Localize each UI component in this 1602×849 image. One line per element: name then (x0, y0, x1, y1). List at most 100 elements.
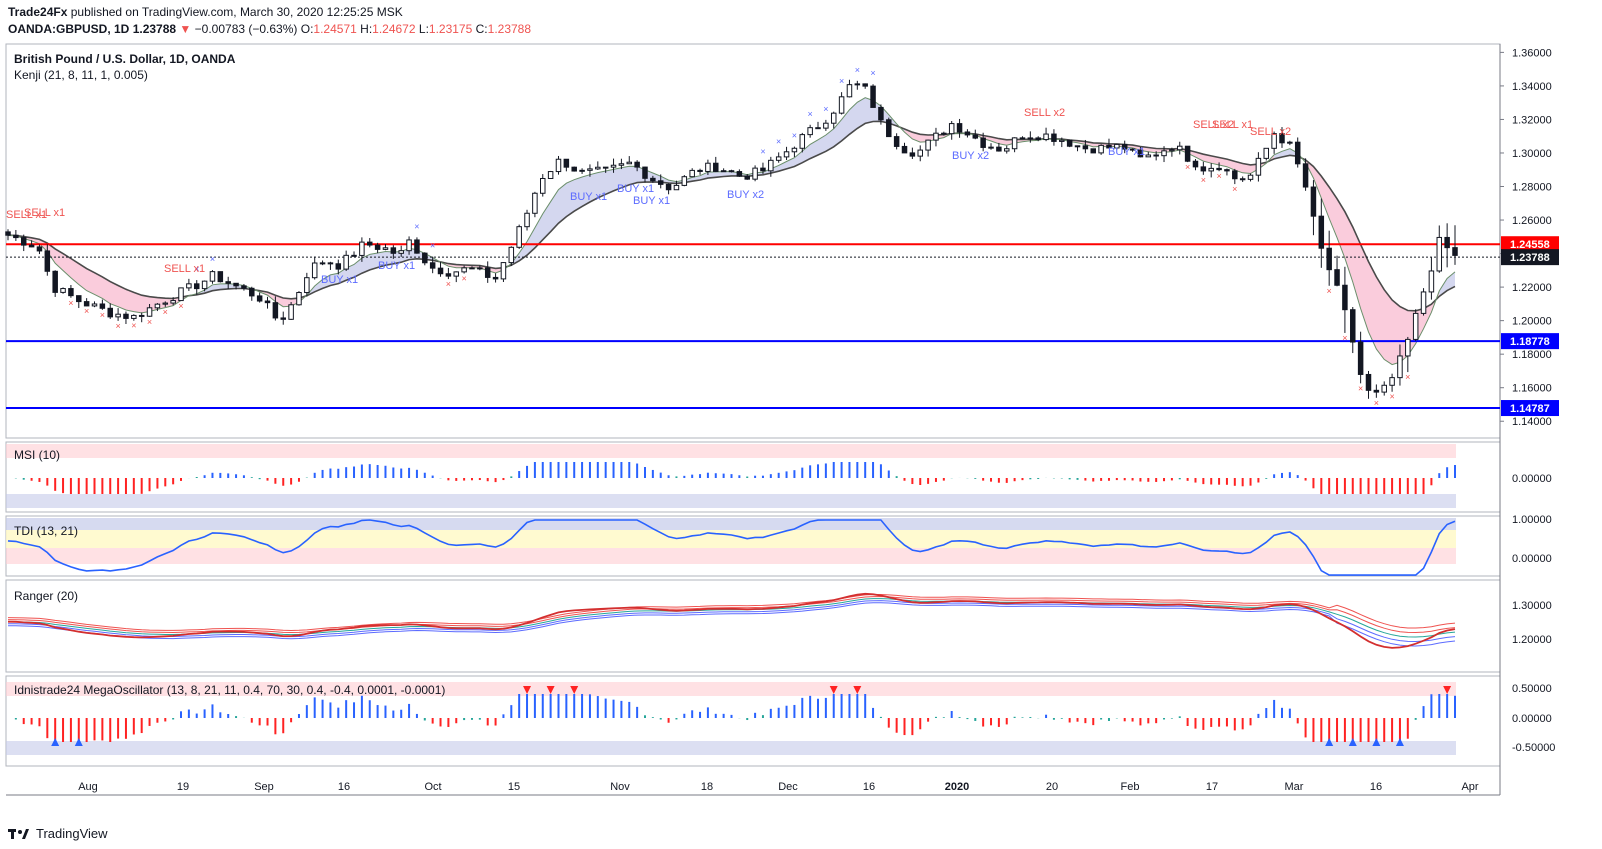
candle-body (1318, 215, 1325, 249)
last-price-label: 1.23788 (1510, 252, 1550, 264)
candle-body (382, 247, 389, 250)
x-tick-label: 17 (1206, 781, 1218, 793)
candle-body (744, 175, 750, 180)
trail-marker: × (870, 68, 875, 78)
candle-body (1342, 284, 1348, 311)
candle-body (870, 85, 876, 108)
kenji-cloud (1274, 148, 1306, 163)
trail-marker: × (115, 321, 120, 331)
candle-body (1114, 143, 1120, 149)
candle-body (201, 280, 208, 290)
x-tick-label: 16 (338, 781, 350, 793)
signal-label: SELL x1 (164, 263, 205, 275)
mega-buy-arrow (1372, 738, 1381, 746)
candle-body (359, 241, 365, 256)
mega-buy-arrow (1325, 738, 1334, 746)
mega-sell-arrow (523, 686, 532, 694)
candle-body (1129, 148, 1136, 151)
publish-line: Trade24Fx published on TradingView.com, … (8, 5, 403, 19)
kenji-cloud (1439, 271, 1455, 297)
candle-body (846, 84, 853, 98)
candle-body (1051, 133, 1057, 142)
trail-marker: × (68, 298, 73, 308)
change-value: −0.00783 (−0.63%) (194, 22, 298, 36)
candle-body (154, 303, 161, 309)
trail-marker: × (1327, 286, 1332, 296)
candle-body (264, 300, 271, 304)
y-tick-label: 1.28000 (1512, 182, 1552, 194)
candle-body (146, 307, 153, 317)
candle-body (1271, 133, 1277, 149)
trail-marker: × (163, 307, 168, 317)
signal-label: SELL x1 (6, 209, 47, 221)
candle-body (941, 132, 947, 135)
candle-body (540, 177, 546, 194)
signal-label: BUY x1 (321, 274, 358, 286)
candle-body (1145, 154, 1152, 158)
candle-body (1121, 143, 1128, 150)
candle-body (925, 139, 931, 151)
candle-body (1043, 133, 1049, 141)
trail-marker: × (760, 147, 765, 157)
msi-tick: 0.00000 (1512, 473, 1552, 485)
candle-body (650, 177, 656, 182)
mega-tick: 0.00000 (1512, 713, 1552, 725)
candle-body (1287, 141, 1293, 144)
y-tick-label: 1.36000 (1512, 47, 1552, 59)
candle-body (862, 83, 868, 87)
candle-body (689, 169, 695, 178)
kenji-cloud (511, 97, 905, 266)
trail-marker: × (1342, 333, 1347, 343)
signal-label: BUY x1 (570, 191, 607, 203)
candle-body (351, 254, 357, 257)
candle-body (547, 171, 554, 179)
x-tick-label: Oct (424, 781, 441, 793)
candle-body (83, 301, 90, 307)
signal-label: BUY x1 (617, 183, 654, 195)
candle-body (44, 250, 51, 272)
open-value: 1.24571 (313, 22, 357, 36)
candle-body (1444, 236, 1450, 249)
candle-body (524, 212, 530, 228)
candle-body (327, 262, 334, 265)
trail-marker: × (823, 104, 828, 114)
last-price-label-bg (1501, 249, 1559, 266)
x-tick-label: 16 (863, 781, 875, 793)
candle-body (1326, 247, 1332, 271)
last-price-value: 1.23788 (132, 22, 177, 36)
level-label: 1.18778 (1510, 336, 1550, 348)
trail-marker: × (414, 221, 419, 231)
candle-body (390, 247, 397, 254)
close-value: 1.23788 (487, 22, 532, 36)
candle-body (1200, 166, 1207, 172)
candle-body (162, 302, 169, 305)
candle-body (36, 246, 43, 252)
candle-body (1019, 137, 1026, 140)
candle-body (673, 184, 680, 191)
trail-marker: × (1232, 184, 1237, 194)
candle-body (626, 161, 633, 165)
trail-marker: × (1405, 372, 1410, 382)
candle-body (775, 156, 782, 161)
candle-body (107, 307, 113, 318)
candle-body (1357, 341, 1364, 375)
symbol-label: OANDA:GBPUSD, 1D (8, 22, 130, 36)
candle-body (1082, 145, 1089, 150)
publisher-name[interactable]: Trade24Fx (8, 5, 68, 19)
x-tick-label: 2020 (945, 781, 969, 793)
footer-brand[interactable]: TradingView (8, 826, 108, 841)
candle-body (453, 271, 460, 277)
candle-body (1389, 377, 1395, 386)
x-tick-label: Apr (1461, 781, 1478, 793)
candle-body (516, 226, 522, 248)
candle-body (555, 158, 562, 173)
change-arrow-icon: ▼ (179, 22, 192, 36)
mega-buy-arrow (1395, 738, 1404, 746)
candle-body (91, 303, 98, 307)
low-value: 1.23175 (428, 22, 473, 36)
trail-marker: × (776, 136, 781, 146)
tdi-lower-band (6, 548, 1456, 564)
candle-body (1153, 154, 1159, 157)
trail-marker: × (839, 76, 844, 86)
